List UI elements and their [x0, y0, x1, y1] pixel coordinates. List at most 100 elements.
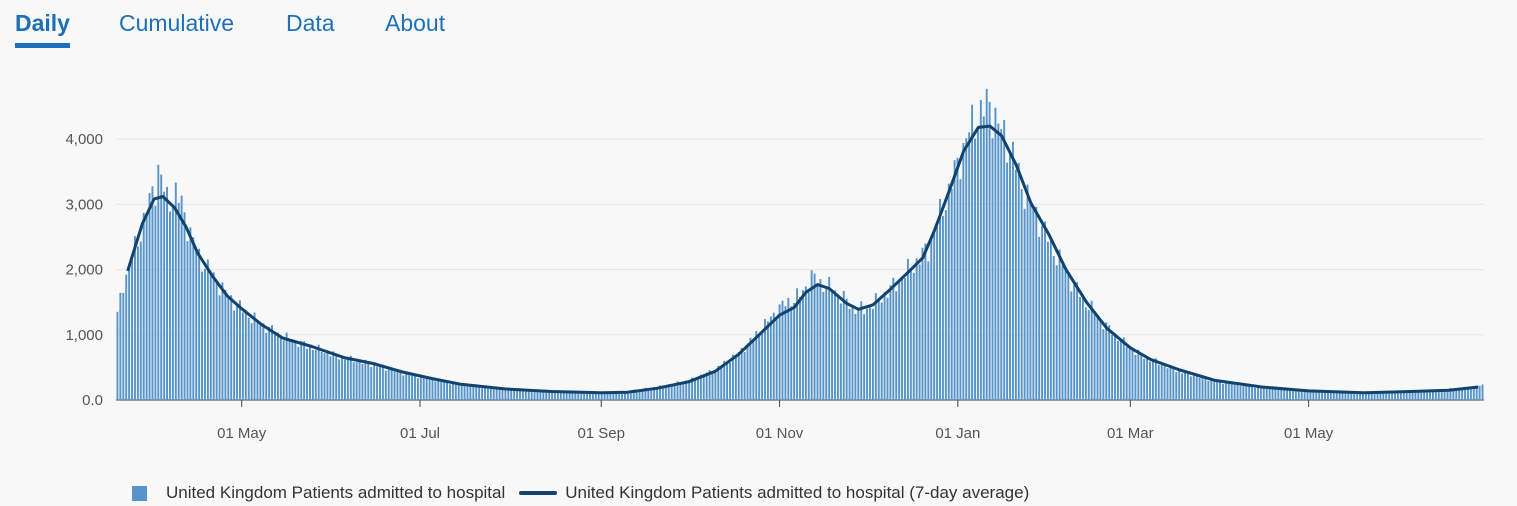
chart-legend: United Kingdom Patients admitted to hosp… — [132, 482, 1043, 504]
daily-admission-bar — [1268, 388, 1271, 400]
daily-admission-bar — [796, 288, 799, 400]
daily-admission-bar — [743, 352, 746, 400]
daily-admission-bar — [860, 301, 863, 400]
daily-admission-bar — [737, 352, 740, 400]
daily-admission-bar — [484, 386, 486, 400]
daily-admission-bar — [901, 278, 904, 400]
bar-swatch-icon — [132, 485, 147, 501]
daily-admission-bar — [1052, 255, 1055, 400]
daily-admission-bar — [1236, 384, 1239, 400]
daily-admission-bar — [1382, 392, 1385, 400]
daily-admission-bar — [1172, 368, 1175, 400]
daily-admission-bar — [1213, 381, 1216, 400]
daily-admission-bar — [204, 268, 206, 400]
daily-admission-bar — [799, 297, 801, 400]
daily-admission-bar — [953, 160, 956, 400]
daily-admission-bar — [1032, 207, 1035, 400]
daily-admission-bar — [134, 236, 136, 400]
daily-admission-bar — [1105, 322, 1108, 400]
daily-admission-bar — [1198, 377, 1201, 400]
daily-admission-bar — [539, 390, 542, 400]
daily-admission-bar — [1464, 386, 1466, 400]
daily-admission-bar — [218, 295, 221, 400]
daily-admission-bar — [276, 332, 279, 400]
daily-admission-bar — [871, 308, 874, 400]
daily-admission-bar — [139, 241, 142, 400]
daily-admission-bar — [653, 387, 656, 400]
daily-admission-bar — [504, 389, 507, 400]
daily-admission-bar — [169, 211, 171, 400]
x-tick-label: 01 Mar — [1107, 425, 1154, 442]
daily-admission-bar — [624, 392, 626, 400]
daily-admission-bar — [1379, 392, 1382, 400]
daily-admission-bar — [434, 381, 437, 400]
daily-admission-bar — [839, 303, 842, 400]
daily-admission-bar — [609, 392, 612, 400]
daily-admission-bar — [836, 294, 839, 400]
daily-admission-bar — [1256, 387, 1259, 400]
daily-admission-bar — [933, 232, 936, 400]
daily-admission-bar — [912, 272, 915, 400]
daily-admission-bar — [807, 292, 810, 400]
tab-data[interactable]: Data — [286, 10, 335, 36]
daily-admission-bar — [306, 348, 309, 400]
daily-admission-bar — [880, 302, 883, 400]
daily-admission-bar — [1189, 376, 1192, 400]
daily-admission-bar — [387, 369, 390, 400]
daily-admission-bar — [189, 227, 192, 400]
daily-admission-bar — [1067, 273, 1070, 400]
daily-admission-bar — [892, 277, 895, 400]
daily-admission-bar — [1029, 200, 1032, 400]
daily-admission-bar — [874, 293, 877, 400]
daily-admission-bar — [227, 296, 230, 400]
daily-admission-bar — [364, 359, 367, 400]
daily-admission-bar — [209, 275, 212, 400]
daily-admission-bar — [959, 179, 962, 400]
daily-admission-bar — [1399, 391, 1402, 400]
daily-admission-bar — [1443, 390, 1446, 400]
daily-admission-bar — [1239, 385, 1242, 400]
daily-admission-bar — [831, 292, 834, 400]
daily-admission-bar — [405, 372, 408, 400]
daily-admission-bar — [128, 264, 131, 400]
daily-admission-bar — [183, 212, 186, 400]
daily-admission-bar — [621, 391, 624, 400]
daily-admission-bar — [472, 386, 475, 400]
daily-admission-bar — [1041, 225, 1044, 400]
x-tick-label: 01 Sep — [577, 425, 625, 442]
daily-admission-bar — [335, 353, 338, 400]
daily-admission-bar — [326, 352, 329, 400]
daily-admission-bar — [1364, 393, 1367, 400]
tab-daily[interactable]: Daily — [15, 10, 70, 48]
daily-admission-bar — [822, 291, 825, 400]
daily-admission-bar — [766, 321, 769, 400]
daily-admission-bar — [1431, 389, 1434, 400]
daily-admission-bar — [1434, 389, 1437, 400]
daily-admission-bar — [1347, 393, 1350, 400]
daily-admission-bar — [1143, 358, 1146, 400]
daily-admission-bar — [323, 353, 326, 400]
legend-item-average[interactable]: United Kingdom Patients admitted to hosp… — [519, 483, 1029, 503]
tab-cumulative[interactable]: Cumulative — [119, 10, 235, 36]
daily-admission-bar — [1271, 389, 1274, 400]
daily-admission-bar — [804, 286, 807, 400]
daily-admission-bar — [230, 295, 233, 400]
daily-admission-bar — [379, 365, 381, 400]
tab-about[interactable]: About — [385, 10, 446, 36]
daily-admission-bar — [877, 298, 880, 400]
daily-admission-bar — [679, 383, 682, 400]
daily-admission-bar — [265, 332, 268, 400]
daily-admission-bar — [1394, 391, 1396, 400]
daily-admission-bar — [1111, 334, 1114, 400]
daily-admission-bar — [1169, 364, 1172, 400]
daily-admission-bar — [1166, 368, 1169, 400]
daily-admission-bar — [787, 297, 790, 400]
y-tick-label: 3,000 — [65, 196, 103, 213]
daily-admission-bar — [527, 390, 530, 400]
daily-admission-bar — [661, 385, 664, 400]
daily-admission-bar — [425, 378, 428, 400]
daily-admission-bar — [1254, 388, 1256, 400]
daily-admission-bar — [451, 383, 454, 400]
daily-admission-bar — [863, 314, 866, 400]
legend-item-bars[interactable]: United Kingdom Patients admitted to hosp… — [132, 483, 505, 503]
